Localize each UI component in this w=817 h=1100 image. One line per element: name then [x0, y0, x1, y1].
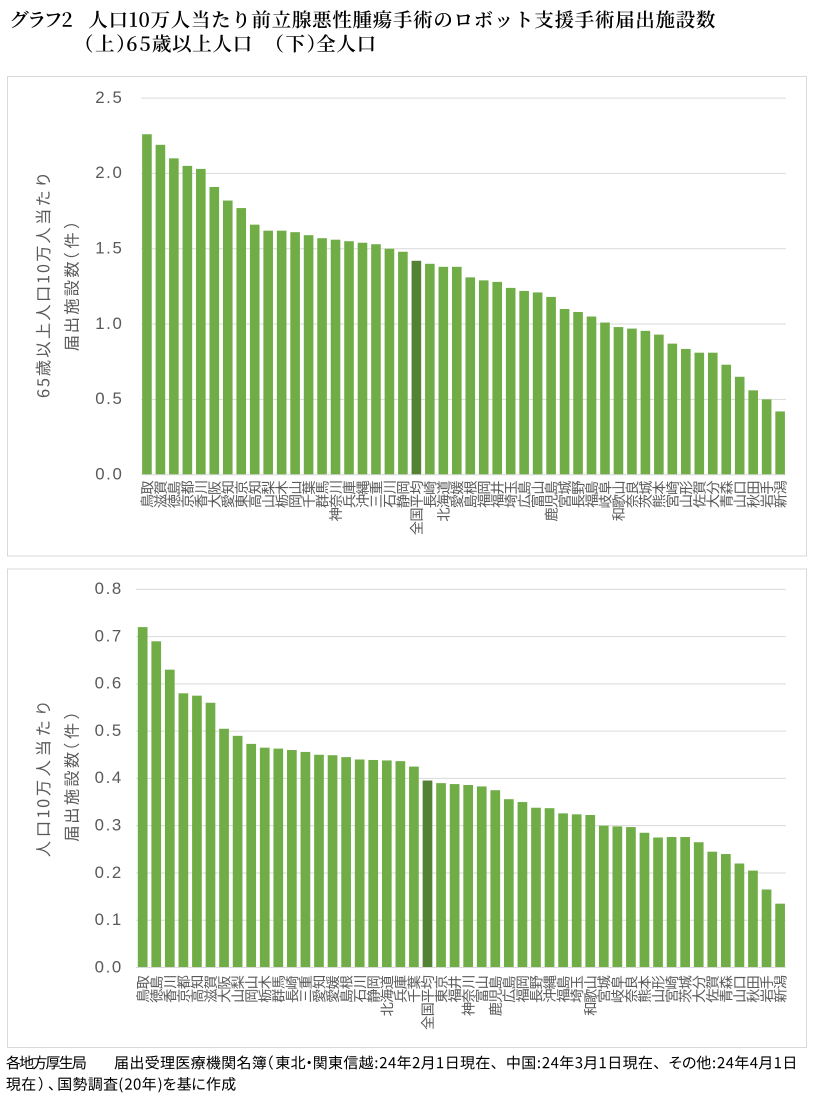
svg-text:0.1: 0.1	[95, 910, 123, 929]
svg-text:0.2: 0.2	[95, 863, 123, 882]
svg-text:0.3: 0.3	[95, 815, 123, 834]
svg-text:0.5: 0.5	[95, 389, 123, 408]
svg-text:0.0: 0.0	[95, 957, 123, 976]
svg-text:0.7: 0.7	[95, 626, 123, 645]
svg-text:0.4: 0.4	[95, 768, 123, 787]
svg-text:0.6: 0.6	[95, 674, 123, 693]
svg-text:0.5: 0.5	[95, 721, 123, 740]
svg-text:2.5: 2.5	[95, 88, 123, 107]
svg-text:2.0: 2.0	[95, 163, 123, 182]
svg-text:0.8: 0.8	[95, 579, 123, 598]
svg-text:1.5: 1.5	[95, 239, 123, 258]
svg-text:0.0: 0.0	[95, 465, 123, 484]
svg-text:1.0: 1.0	[95, 314, 123, 333]
